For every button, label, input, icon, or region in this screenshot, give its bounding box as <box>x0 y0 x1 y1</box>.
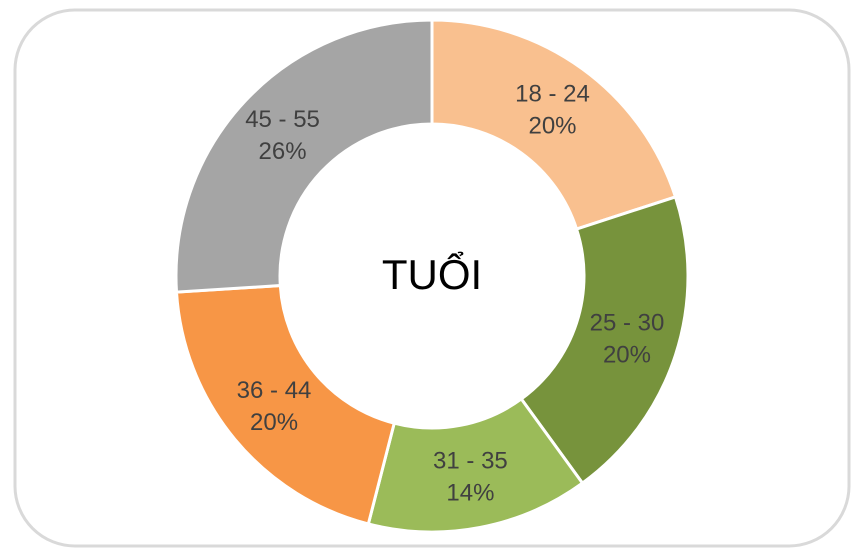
slice <box>174 283 397 526</box>
value-label: 20% <box>528 112 576 139</box>
center-label: TUỔI <box>382 249 482 298</box>
category-label: 31 - 35 <box>433 448 508 475</box>
value-label: 20% <box>250 409 298 436</box>
category-label: 25 - 30 <box>590 310 665 337</box>
category-label: 45 - 55 <box>245 106 320 133</box>
slice <box>430 18 678 231</box>
category-label: 36 - 44 <box>237 377 312 404</box>
slice <box>519 195 690 486</box>
slices <box>174 18 690 534</box>
value-label: 20% <box>603 342 651 369</box>
category-label: 18 - 24 <box>515 80 590 107</box>
slice <box>174 18 434 294</box>
value-label: 14% <box>446 480 494 507</box>
value-label: 26% <box>259 138 307 165</box>
